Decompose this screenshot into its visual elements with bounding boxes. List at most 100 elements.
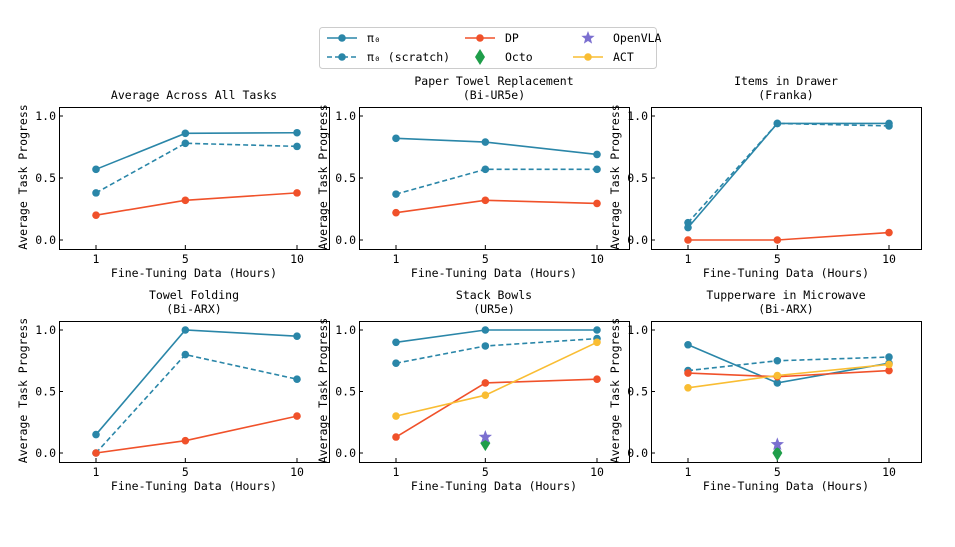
- data-point-pi0_scratch: [392, 359, 400, 368]
- data-point-pi0_scratch: [181, 350, 190, 359]
- series-line-pi0: [687, 122, 889, 229]
- data-point-pi0_scratch: [773, 356, 782, 365]
- series-line-pi0_scratch: [687, 122, 890, 224]
- data-point-dp: [293, 412, 301, 420]
- legend-marker-act: [584, 53, 592, 61]
- x-tick-label: 1: [393, 252, 400, 266]
- y-tick-label: 0.5: [627, 171, 648, 185]
- x-axis-label: Fine-Tuning Data (Hours): [703, 266, 869, 280]
- series-pi0_scratch: [392, 334, 601, 368]
- y-tick-label: 0.5: [35, 385, 56, 399]
- legend-label-pi0_scratch: π₀ (scratch): [367, 50, 450, 64]
- point-openvla: [770, 437, 784, 451]
- y-tick-label: 1.0: [627, 109, 648, 123]
- x-tick-label: 5: [774, 252, 781, 266]
- legend-entry-act: ACT: [573, 50, 634, 64]
- series-line-dp: [95, 415, 298, 454]
- chart-title: Tupperware in Microwave: [706, 288, 865, 302]
- chart-panel-3: Items in Drawer(Franka) 1 5 10 0.0 0.5 1.0 Fine…: [608, 74, 922, 280]
- data-point-pi0_scratch: [92, 189, 100, 197]
- data-point-dp: [181, 196, 190, 205]
- data-point-pi0: [181, 129, 190, 138]
- y-axis-label: Average Task Progress: [608, 318, 622, 463]
- series-pi0: [92, 128, 301, 174]
- data-point-dp: [885, 228, 893, 237]
- plot-frame: [359, 321, 630, 463]
- data-point-dp: [684, 369, 692, 377]
- x-axis-label: Fine-Tuning Data (Hours): [111, 479, 277, 493]
- data-point-pi0: [92, 165, 100, 174]
- y-tick-label: 0.0: [335, 233, 356, 247]
- data-point-act: [885, 360, 893, 369]
- data-point-pi0_scratch: [293, 142, 301, 151]
- legend: π₀ π₀ (scratch) DP Octo OpenVLA ACT: [319, 27, 662, 69]
- series-pi0_scratch: [92, 139, 301, 197]
- chart-subtitle: (Bi-ARX): [166, 302, 221, 316]
- series-line-act: [395, 341, 598, 417]
- data-point-dp: [885, 366, 893, 375]
- y-tick-label: 0.0: [335, 446, 356, 460]
- y-axis-label: Average Task Progress: [316, 318, 330, 463]
- y-tick-label: 1.0: [627, 323, 648, 337]
- plot-frame: [59, 321, 330, 463]
- data-point-act: [392, 412, 400, 420]
- legend-marker-dp: [476, 34, 484, 42]
- series-pi0_scratch: [684, 119, 893, 227]
- y-tick-label: 0.0: [627, 446, 648, 460]
- series-pi0: [684, 119, 893, 232]
- data-point-pi0: [593, 326, 601, 334]
- data-point-pi0_scratch: [885, 122, 893, 130]
- x-tick-label: 10: [882, 252, 896, 266]
- legend-label-pi0: π₀: [367, 31, 381, 45]
- data-point-pi0: [293, 128, 301, 137]
- chart-title: Towel Folding: [149, 288, 239, 302]
- series-dp: [392, 196, 601, 217]
- data-point-pi0: [92, 430, 100, 439]
- y-tick-label: 0.0: [35, 446, 56, 460]
- data-point-pi0: [481, 138, 490, 146]
- chart-title: Items in Drawer: [734, 74, 838, 88]
- legend-entry-pi0: π₀: [327, 31, 381, 45]
- x-tick-label: 1: [93, 465, 100, 479]
- plot-frame: [651, 321, 922, 463]
- x-axis-label: Fine-Tuning Data (Hours): [703, 479, 869, 493]
- y-tick-label: 1.0: [35, 109, 56, 123]
- series-line-dp: [688, 231, 890, 241]
- series-pi0: [392, 134, 601, 159]
- x-tick-label: 1: [685, 252, 692, 266]
- x-tick-label: 10: [290, 465, 304, 479]
- legend-entry-octo: Octo: [475, 49, 533, 65]
- x-tick-label: 5: [482, 252, 489, 266]
- y-axis-label: Average Task Progress: [16, 318, 30, 463]
- data-point-pi0: [684, 340, 692, 349]
- plot-frame: [59, 107, 330, 250]
- plot-frame: [359, 107, 630, 250]
- y-axis-label: Average Task Progress: [608, 104, 622, 249]
- legend-marker-octo: [475, 49, 485, 65]
- y-tick-label: 1.0: [335, 109, 356, 123]
- data-point-pi0: [392, 338, 400, 347]
- series-dp: [392, 375, 601, 441]
- x-tick-label: 5: [774, 465, 781, 479]
- series-pi0: [392, 326, 601, 347]
- data-point-pi0_scratch: [392, 190, 400, 198]
- series-line-dp: [395, 199, 598, 214]
- series-line-dp: [95, 192, 298, 216]
- chart-title: Average Across All Tasks: [111, 88, 277, 102]
- x-tick-label: 5: [482, 465, 489, 479]
- data-point-pi0_scratch: [293, 375, 301, 384]
- series-pi0_scratch: [392, 165, 601, 198]
- plot-frame: [651, 107, 922, 250]
- series-line-pi0: [395, 137, 598, 156]
- y-tick-label: 0.5: [335, 171, 356, 185]
- chart-panel-6: Tupperware in Microwave(Bi-ARX) 1 5 10 0.0 0.…: [608, 288, 922, 493]
- data-point-dp: [593, 199, 601, 208]
- x-tick-label: 1: [93, 252, 100, 266]
- data-point-pi0: [392, 134, 400, 143]
- legend-entry-openvla: OpenVLA: [581, 31, 662, 45]
- legend-label-octo: Octo: [505, 50, 533, 64]
- data-point-pi0_scratch: [481, 165, 490, 174]
- series-line-pi0_scratch: [395, 337, 598, 364]
- chart-title: Stack Bowls: [456, 288, 532, 302]
- point-octo: [772, 445, 783, 461]
